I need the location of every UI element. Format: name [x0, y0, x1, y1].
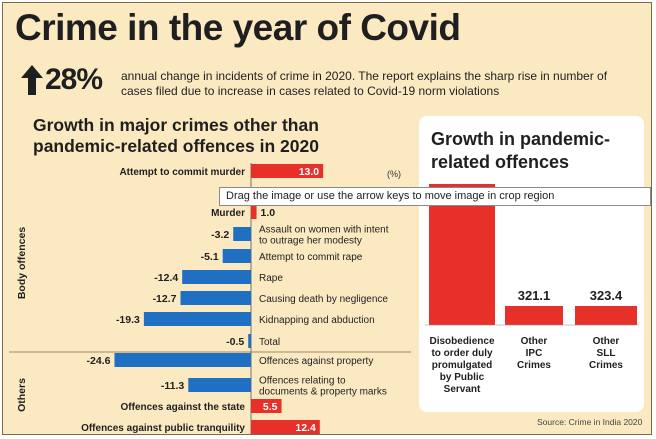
bar	[251, 399, 282, 413]
crop-tooltip[interactable]: Drag the image or use the arrow keys to …	[219, 187, 651, 206]
category-label: Attempt to commit rape	[259, 252, 363, 263]
category-label-line: Kidnapping and abduction	[259, 315, 375, 326]
bar	[248, 334, 251, 348]
bar	[114, 353, 251, 367]
page-title: Crime in the year of Covid	[15, 7, 461, 48]
bar-value-label: 323.4	[590, 288, 623, 303]
bar	[575, 306, 637, 325]
left-bar-chart: 13.0 Attempt to commit murder 1.0 Murder -3.…	[9, 163, 411, 434]
bar-value-label: -11.3	[161, 380, 185, 392]
category-label-line: Disobedience	[429, 336, 494, 347]
left-chart-title-line: pandemic-related offences in 2020	[33, 136, 319, 156]
bar-value-label: -5.1	[201, 251, 219, 263]
group-label: Others	[16, 378, 28, 412]
bar-value-label: -12.7	[153, 293, 177, 305]
category-label-line: Attempt to commit murder	[119, 167, 245, 178]
category-label-line: to order duly	[431, 348, 493, 359]
bar	[505, 306, 563, 325]
left-chart-title-line: Growth in major crimes other than	[33, 115, 319, 135]
group-label: Body offences	[16, 227, 28, 300]
right-chart-panel: Growth in pandemic-related offences Diso…	[419, 116, 644, 412]
category-label: Total	[259, 337, 280, 348]
category-label-line: Attempt to commit rape	[259, 252, 363, 263]
category-label-line: Murder	[211, 208, 245, 219]
category-label-line: by Public	[440, 372, 485, 383]
headline-stat: 28%	[21, 63, 103, 97]
category-label-line: to outrage her modesty	[259, 236, 362, 247]
bar	[143, 312, 251, 326]
category-label-line: Crimes	[517, 360, 551, 371]
bar	[182, 270, 251, 284]
category-label: Offences against property	[259, 356, 373, 367]
category-label: Attempt to commit murder	[119, 167, 245, 178]
bar-value-label: -3.2	[211, 229, 229, 241]
category-label-line: IPC	[526, 348, 543, 359]
right-bar-chart: Disobedience to order duly promulgated by P…	[425, 184, 639, 395]
infographic: Crime in the year of Covid 28% annual ch…	[2, 2, 652, 435]
bar-value-label: 321.1	[518, 288, 551, 303]
bar-value-label: 13.0	[299, 166, 320, 178]
bar	[251, 205, 257, 219]
bar	[429, 184, 495, 325]
category-label-line: Rape	[259, 273, 283, 284]
category-label-line: Servant	[444, 384, 481, 395]
category-label-line: Assault on women with intent	[259, 225, 389, 236]
category-label-line: Other	[593, 336, 620, 347]
category-label-line: Offences against the state	[121, 402, 246, 413]
right-chart-title: Growth in pandemic-related offences	[431, 129, 611, 172]
source-note: Source: Crime in India 2020	[537, 417, 643, 427]
stat-value: 28%	[45, 63, 103, 96]
category-label: Other IPC Crimes	[517, 336, 551, 371]
category-label-line: Offences relating to	[259, 376, 346, 387]
bar-value-label: -12.4	[154, 272, 178, 284]
category-label-line: Other	[521, 336, 548, 347]
left-chart-title: Growth in major crimes other than pandemi…	[33, 115, 319, 157]
bar	[188, 378, 251, 392]
category-label-line: Total	[259, 337, 280, 348]
bar	[222, 249, 251, 263]
bar-value-label: -19.3	[116, 314, 140, 326]
category-label-line: promulgated	[432, 360, 493, 371]
category-label-line: Causing death by negligence	[259, 294, 388, 305]
category-label: Causing death by negligence	[259, 294, 388, 305]
bar-value-label: -24.6	[87, 355, 111, 367]
bar-value-label: 1.0	[261, 207, 276, 219]
category-label: Offences relating to documents & property…	[259, 376, 387, 398]
unit-label: (%)	[387, 169, 401, 179]
bar	[233, 227, 251, 241]
category-label: Offences against public tranquility	[81, 423, 245, 434]
subtitle: annual change in incidents of crime in 2…	[121, 69, 608, 98]
up-arrow-icon	[21, 65, 43, 95]
category-label: Murder	[211, 208, 245, 219]
category-label: Rape	[259, 273, 283, 284]
category-label-line: SLL	[597, 348, 616, 359]
category-label-line: Offences against public tranquility	[81, 423, 245, 434]
category-label: Kidnapping and abduction	[259, 315, 375, 326]
bar	[251, 420, 320, 434]
category-label: Assault on women with intent to outrage h…	[259, 225, 389, 247]
category-label: Disobedience to order duly promulgated by P…	[429, 336, 494, 395]
category-label: Other SLL Crimes	[589, 336, 623, 371]
bar-value-label: 5.5	[263, 401, 278, 413]
bar	[180, 291, 251, 305]
category-label-line: Offences against property	[259, 356, 373, 367]
bar-value-label: -0.5	[226, 336, 244, 348]
category-label-line: Crimes	[589, 360, 623, 371]
bar-value-label: 12.4	[295, 422, 316, 434]
bar	[251, 164, 324, 178]
category-label-line: documents & property marks	[259, 387, 387, 398]
category-label: Offences against the state	[121, 402, 246, 413]
